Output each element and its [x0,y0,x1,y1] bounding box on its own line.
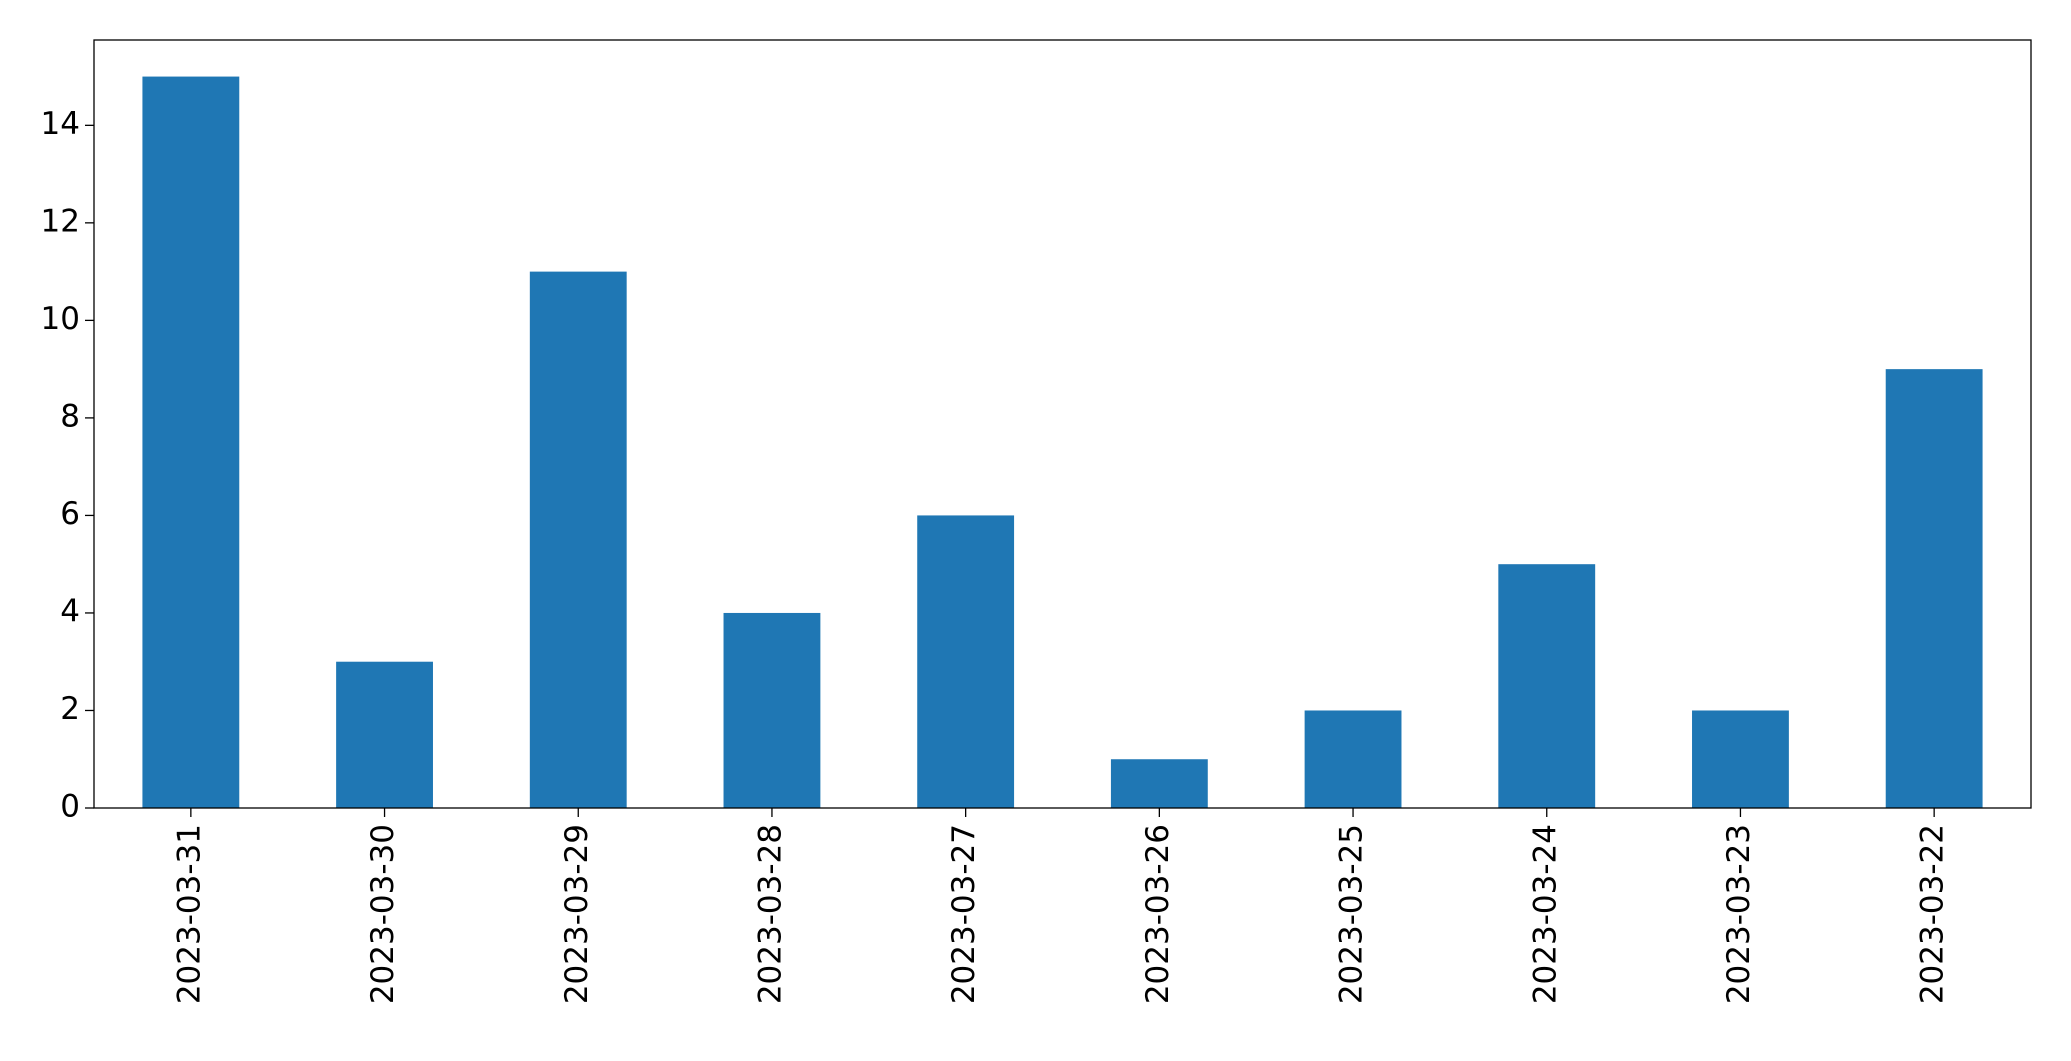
y-tick-label: 6 [60,496,80,532]
y-tick-label: 4 [60,593,80,629]
bar [1304,710,1402,808]
bar [1110,759,1208,808]
bar [723,612,821,808]
bar [1885,369,1983,808]
x-tick-label: 2023-03-25 [1334,824,1370,1004]
bar [917,515,1015,808]
x-tick-label: 2023-03-28 [752,824,788,1004]
x-tick-label: 2023-03-26 [1140,824,1176,1004]
y-tick-label: 0 [60,789,80,825]
y-tick-label: 10 [41,301,80,337]
bar [142,76,240,809]
x-tick-label: 2023-03-24 [1527,824,1563,1004]
bar [529,271,627,809]
bar [336,661,433,808]
x-tick-label: 2023-03-29 [559,824,595,1004]
bar [1692,710,1789,808]
x-tick-label: 2023-03-23 [1721,824,1757,1004]
y-tick-label: 8 [60,398,80,434]
y-tick-label: 2 [60,691,80,727]
y-tick-label: 12 [41,203,80,239]
x-tick-label: 2023-03-27 [946,824,982,1004]
y-tick-label: 14 [41,106,80,142]
x-tick-label: 2023-03-31 [171,824,207,1004]
bar [1498,564,1596,808]
x-tick-label: 2023-03-30 [365,824,401,1004]
plot-frame [93,39,2032,809]
x-tick-label: 2023-03-22 [1915,824,1951,1004]
